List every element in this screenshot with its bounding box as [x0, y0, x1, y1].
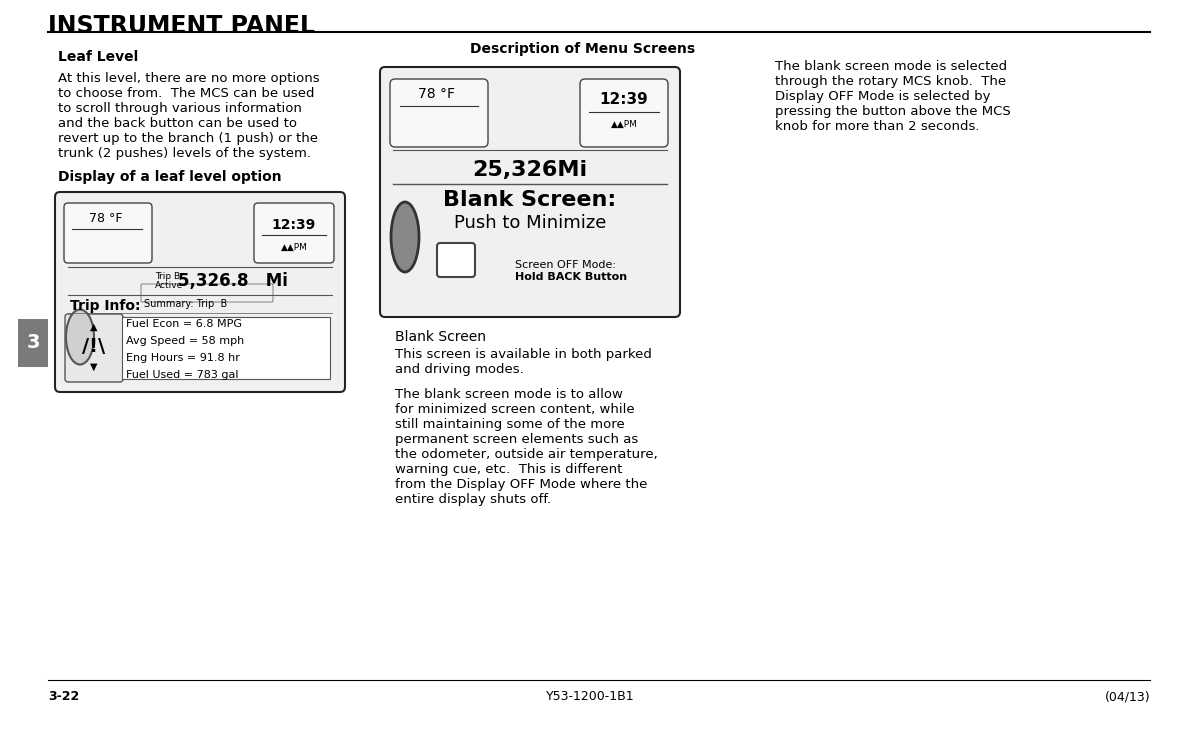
FancyBboxPatch shape [437, 243, 475, 277]
Text: for minimized screen content, while: for minimized screen content, while [394, 403, 634, 416]
Text: permanent screen elements such as: permanent screen elements such as [394, 433, 638, 446]
Text: Fuel Econ = 6.8 MPG: Fuel Econ = 6.8 MPG [126, 319, 242, 329]
Text: /!\: /!\ [83, 337, 105, 356]
Text: (04/13): (04/13) [1104, 690, 1150, 703]
Text: At this level, there are no more options: At this level, there are no more options [58, 72, 320, 85]
Text: revert up to the branch (1 push) or the: revert up to the branch (1 push) or the [58, 132, 318, 145]
FancyBboxPatch shape [254, 203, 334, 263]
FancyBboxPatch shape [141, 284, 273, 302]
Text: from the Display OFF Mode where the: from the Display OFF Mode where the [394, 478, 647, 491]
Text: ▲▲PM: ▲▲PM [611, 119, 638, 129]
Text: 12:39: 12:39 [600, 92, 648, 108]
Text: Leaf Level: Leaf Level [58, 50, 138, 64]
Text: Blank Screen:: Blank Screen: [443, 190, 616, 210]
Text: 3-22: 3-22 [48, 690, 79, 703]
Text: 12:39: 12:39 [272, 218, 317, 232]
Text: and the back button can be used to: and the back button can be used to [58, 117, 296, 130]
FancyBboxPatch shape [56, 192, 345, 392]
Text: 78 °F: 78 °F [90, 212, 123, 225]
Text: Push to Minimize: Push to Minimize [454, 214, 606, 232]
Text: warning cue, etc.  This is different: warning cue, etc. This is different [394, 463, 622, 476]
Bar [18, 319, 48, 367]
Ellipse shape [66, 310, 94, 365]
Text: 25,326Mi: 25,326Mi [472, 160, 588, 180]
Text: Y53-1200-1B1: Y53-1200-1B1 [546, 690, 634, 703]
Text: Display OFF Mode is selected by: Display OFF Mode is selected by [775, 90, 991, 103]
Text: 78 °F: 78 °F [418, 87, 456, 101]
Text: The blank screen mode is to allow: The blank screen mode is to allow [394, 388, 622, 401]
FancyBboxPatch shape [64, 203, 152, 263]
Text: INSTRUMENT PANEL: INSTRUMENT PANEL [48, 14, 315, 38]
Text: The blank screen mode is selected: The blank screen mode is selected [775, 60, 1007, 73]
Text: Trip Info:: Trip Info: [70, 299, 141, 313]
FancyBboxPatch shape [580, 79, 668, 147]
Text: Description of Menu Screens: Description of Menu Screens [470, 42, 696, 56]
Text: This screen is available in both parked: This screen is available in both parked [394, 348, 652, 361]
Text: Screen OFF Mode:: Screen OFF Mode: [515, 260, 616, 270]
Text: 5,326.8   Mi: 5,326.8 Mi [178, 272, 288, 290]
Text: Trip B:: Trip B: [155, 272, 183, 281]
Text: ▲▲PM: ▲▲PM [281, 242, 307, 252]
Text: trunk (2 pushes) levels of the system.: trunk (2 pushes) levels of the system. [58, 147, 311, 160]
FancyBboxPatch shape [122, 317, 329, 379]
Text: to choose from.  The MCS can be used: to choose from. The MCS can be used [58, 87, 314, 100]
Text: Blank Screen: Blank Screen [394, 330, 487, 344]
Text: to scroll through various information: to scroll through various information [58, 102, 302, 115]
Text: Avg Speed = 58 mph: Avg Speed = 58 mph [126, 336, 244, 346]
Text: entire display shuts off.: entire display shuts off. [394, 493, 552, 506]
Text: ▲: ▲ [90, 322, 98, 332]
FancyBboxPatch shape [65, 314, 123, 382]
FancyBboxPatch shape [380, 67, 680, 317]
Text: and driving modes.: and driving modes. [394, 363, 523, 376]
Text: Display of a leaf level option: Display of a leaf level option [58, 170, 281, 184]
Text: pressing the button above the MCS: pressing the button above the MCS [775, 105, 1011, 118]
Text: through the rotary MCS knob.  The: through the rotary MCS knob. The [775, 75, 1006, 88]
Text: ▼: ▼ [90, 362, 98, 372]
Text: Eng Hours = 91.8 hr: Eng Hours = 91.8 hr [126, 353, 240, 363]
Text: still maintaining some of the more: still maintaining some of the more [394, 418, 625, 431]
Text: Active: Active [155, 281, 183, 290]
Text: 3: 3 [26, 334, 40, 353]
Text: knob for more than 2 seconds.: knob for more than 2 seconds. [775, 120, 979, 133]
FancyBboxPatch shape [390, 79, 488, 147]
Text: Hold BACK Button: Hold BACK Button [515, 272, 627, 282]
Text: Fuel Used = 783 gal: Fuel Used = 783 gal [126, 370, 239, 380]
Text: the odometer, outside air temperature,: the odometer, outside air temperature, [394, 448, 658, 461]
Text: Summary: Trip  B: Summary: Trip B [144, 299, 227, 309]
Ellipse shape [391, 202, 419, 272]
